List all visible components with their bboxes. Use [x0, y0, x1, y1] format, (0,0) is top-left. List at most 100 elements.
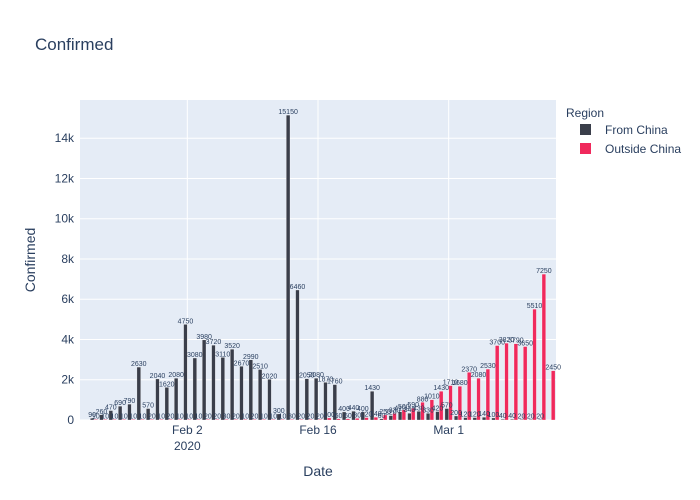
bar-from-china[interactable] [416, 411, 421, 421]
bar-value-label: 440 [348, 405, 360, 412]
legend-item-from-china[interactable]: From China [580, 123, 668, 137]
bar-outside-china[interactable] [373, 417, 378, 421]
bar-outside-china[interactable] [523, 346, 528, 421]
bar-from-china[interactable] [267, 379, 272, 421]
legend-item-outside-china[interactable]: Outside China [580, 142, 681, 156]
bar-outside-china[interactable] [140, 419, 145, 421]
bar-outside-china[interactable] [308, 419, 313, 421]
bar-outside-china[interactable] [495, 345, 500, 421]
bar-from-china[interactable] [155, 378, 160, 421]
bar-from-china[interactable] [407, 413, 412, 421]
bar-outside-china[interactable] [261, 419, 266, 421]
bar-outside-china[interactable] [224, 419, 229, 421]
bar-outside-china[interactable] [448, 385, 453, 421]
bar-outside-china[interactable] [476, 377, 481, 421]
bar-from-china[interactable] [164, 387, 169, 421]
bar-from-china[interactable] [248, 359, 253, 421]
bar-outside-china[interactable] [103, 419, 108, 421]
bar-from-china[interactable] [444, 408, 449, 421]
bar-outside-china[interactable] [177, 419, 182, 421]
bar-from-china[interactable] [435, 411, 440, 421]
bar-outside-china[interactable] [383, 414, 388, 421]
bar-outside-china[interactable] [439, 391, 444, 421]
bar-outside-china[interactable] [327, 417, 332, 421]
bar-outside-china[interactable] [467, 372, 472, 421]
bar-outside-china[interactable] [131, 419, 136, 421]
bar-outside-china[interactable] [336, 418, 341, 421]
bar-from-china[interactable] [314, 377, 319, 421]
bar-from-china[interactable] [99, 414, 104, 421]
bar-from-china[interactable] [146, 408, 151, 421]
legend-title: Region [566, 106, 604, 120]
bar-from-china[interactable] [258, 369, 263, 421]
bar-value-label: 1710 [443, 380, 459, 387]
bar-from-china[interactable] [332, 384, 337, 421]
bar-from-china[interactable] [276, 413, 281, 421]
bar-outside-china[interactable] [187, 419, 192, 421]
bar-outside-china[interactable] [289, 419, 294, 421]
bar-from-china[interactable] [304, 378, 309, 421]
bar-outside-china[interactable] [551, 370, 556, 421]
bar-outside-china[interactable] [215, 419, 220, 421]
bar-outside-china[interactable] [355, 418, 360, 421]
bar-outside-china[interactable] [401, 409, 406, 421]
bar-from-china[interactable] [127, 403, 132, 421]
bar-outside-china[interactable] [317, 419, 322, 421]
bar-from-china[interactable] [286, 114, 291, 421]
bar-from-china[interactable] [174, 377, 179, 421]
bar-outside-china[interactable] [243, 419, 248, 421]
bar-from-china[interactable] [360, 411, 365, 421]
bar-outside-china[interactable] [457, 386, 462, 421]
bar-from-china[interactable] [370, 391, 375, 421]
bar-outside-china[interactable] [504, 342, 509, 421]
bar-outside-china[interactable] [299, 419, 304, 421]
bar-from-china[interactable] [192, 357, 197, 421]
bar-from-china[interactable] [90, 418, 95, 421]
bar-outside-china[interactable] [392, 413, 397, 421]
bar-from-china[interactable] [220, 357, 225, 421]
bar-outside-china[interactable] [168, 419, 173, 421]
bar-outside-china[interactable] [271, 419, 276, 421]
bar-outside-china[interactable] [411, 407, 416, 421]
bar-from-china[interactable] [239, 366, 244, 421]
bar-value-label: 2020 [262, 373, 278, 380]
bar-outside-china[interactable] [233, 419, 238, 421]
bar-from-china[interactable] [136, 366, 141, 421]
bar-value-label: 20 [307, 413, 315, 420]
bar-from-china[interactable] [108, 410, 113, 421]
bar-outside-china[interactable] [205, 419, 210, 421]
bar-value-label: 10 [129, 413, 137, 420]
bar-value-label: 10 [120, 413, 128, 420]
bar-outside-china[interactable] [196, 419, 201, 421]
bar-from-china[interactable] [183, 324, 188, 421]
bar-from-china[interactable] [342, 411, 347, 421]
bar-outside-china[interactable] [429, 399, 434, 421]
bar-outside-china[interactable] [345, 418, 350, 421]
bar-from-china[interactable] [351, 410, 356, 421]
bar-outside-china[interactable] [532, 308, 537, 421]
bar-outside-china[interactable] [513, 343, 518, 421]
bar-outside-china[interactable] [159, 419, 164, 421]
bar-from-china[interactable] [118, 405, 123, 421]
bar-outside-china[interactable] [121, 419, 126, 421]
bar-value-label: 410 [394, 406, 406, 413]
bar-from-china[interactable] [230, 349, 235, 421]
bar-value-label: 330 [389, 407, 401, 414]
bar-outside-china[interactable] [93, 419, 98, 421]
bar-value-label: 1870 [318, 376, 334, 383]
bar-from-china[interactable] [323, 382, 328, 421]
bar-from-china[interactable] [202, 339, 207, 421]
bar-outside-china[interactable] [485, 368, 490, 421]
bar-from-china[interactable] [295, 289, 300, 421]
bar-outside-china[interactable] [149, 419, 154, 421]
bar-outside-china[interactable] [112, 419, 117, 421]
bar-outside-china[interactable] [541, 273, 546, 421]
bar-from-china[interactable] [211, 344, 216, 421]
bar-value-label: 2080 [471, 372, 487, 379]
bar-outside-china[interactable] [364, 417, 369, 421]
bar-outside-china[interactable] [252, 419, 257, 421]
bar-outside-china[interactable] [420, 402, 425, 421]
bar-value-label: 200 [450, 410, 462, 417]
bar-value-label: 60 [335, 413, 343, 420]
bar-outside-china[interactable] [280, 419, 285, 421]
